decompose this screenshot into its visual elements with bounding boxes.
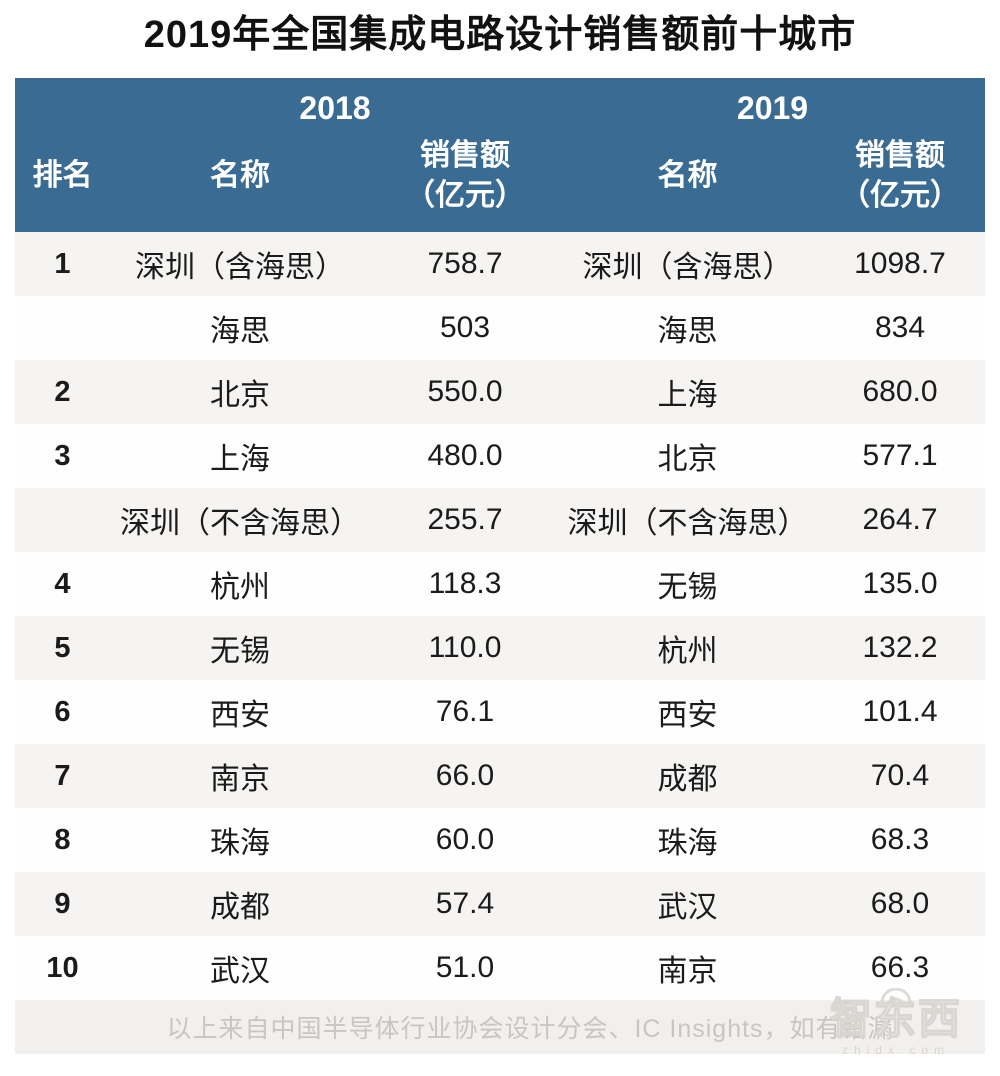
table-body: 1 深圳（含海思） 758.7 深圳（含海思） 1098.7 海思 503 海思 834 2 北京 5…	[15, 232, 985, 1000]
rank-cell	[15, 296, 110, 360]
name-2018-cell: 北京	[110, 360, 370, 424]
sales-2018-cell: 110.0	[370, 616, 560, 680]
source-note: 以上来自中国半导体行业协会设计分会、IC Insights，如有错漏	[166, 1015, 894, 1043]
sales-2019-cell: 834	[815, 296, 985, 360]
sales-2019-cell: 132.2	[815, 616, 985, 680]
sales-2018-column-header: 销售额 （亿元）	[370, 130, 560, 232]
sales-2018-cell: 255.7	[370, 488, 560, 552]
sales-2018-cell: 76.1	[370, 680, 560, 744]
rank-cell: 6	[15, 680, 110, 744]
table-row: 7 南京 66.0 成都 70.4	[15, 744, 985, 808]
sales-2018-cell: 118.3	[370, 552, 560, 616]
name-2019-cell: 海思	[560, 296, 815, 360]
footer-band: 以上来自中国半导体行业协会设计分会、IC Insights，如有错漏 智东西 z…	[15, 988, 985, 1057]
year-2018-header: 2018	[110, 78, 560, 130]
sales-2018-cell: 66.0	[370, 744, 560, 808]
sales-2018-cell: 57.4	[370, 872, 560, 936]
sales-2019-cell: 66.3	[815, 936, 985, 1000]
year-2019-header: 2019	[560, 78, 985, 130]
table-row: 海思 503 海思 834	[15, 296, 985, 360]
name-2019-cell: 上海	[560, 360, 815, 424]
sales-2019-cell: 1098.7	[815, 232, 985, 296]
page-title: 2019年全国集成电路设计销售额前十城市	[143, 14, 857, 56]
name-2018-cell: 杭州	[110, 552, 370, 616]
sales-2018-cell: 60.0	[370, 808, 560, 872]
name-2018-cell: 西安	[110, 680, 370, 744]
sales-2019-cell: 577.1	[815, 424, 985, 488]
sales-2018-cell: 550.0	[370, 360, 560, 424]
rank-cell: 4	[15, 552, 110, 616]
rank-cell: 7	[15, 744, 110, 808]
name-2019-cell: 深圳（不含海思）	[560, 488, 815, 552]
column-header-row: 排名 名称 销售额 （亿元） 名称 销售额 （亿元）	[15, 130, 985, 232]
name-2019-column-header: 名称	[560, 130, 815, 232]
name-2019-cell: 珠海	[560, 808, 815, 872]
table-row: 9 成都 57.4 武汉 68.0	[15, 872, 985, 936]
name-2019-cell: 无锡	[560, 552, 815, 616]
sales-table: 2018 2019 排名 名称 销售额 （亿元） 名称 销售额 （亿元） 1 深圳（含…	[15, 78, 985, 1000]
table-row: 1 深圳（含海思） 758.7 深圳（含海思） 1098.7	[15, 232, 985, 296]
sales-2019-column-header: 销售额 （亿元）	[815, 130, 985, 232]
sales-2019-cell: 101.4	[815, 680, 985, 744]
name-2018-cell: 无锡	[110, 616, 370, 680]
sales-2018-cell: 758.7	[370, 232, 560, 296]
rank-cell: 8	[15, 808, 110, 872]
sales-2018-cell: 51.0	[370, 936, 560, 1000]
table-row: 8 珠海 60.0 珠海 68.3	[15, 808, 985, 872]
sales-2018-cell: 480.0	[370, 424, 560, 488]
name-2018-cell: 深圳（不含海思）	[110, 488, 370, 552]
sales-header-line2: （亿元）	[405, 179, 525, 212]
name-2018-cell: 深圳（含海思）	[110, 232, 370, 296]
name-2019-cell: 西安	[560, 680, 815, 744]
table-row: 10 武汉 51.0 南京 66.3	[15, 936, 985, 1000]
rank-cell: 10	[15, 936, 110, 1000]
rank-column-header: 排名	[15, 130, 110, 232]
name-2019-cell: 深圳（含海思）	[560, 232, 815, 296]
name-2018-cell: 海思	[110, 296, 370, 360]
sales-header-line1: 销售额	[855, 138, 945, 172]
table-row: 4 杭州 118.3 无锡 135.0	[15, 552, 985, 616]
name-2019-cell: 成都	[560, 744, 815, 808]
watermark-domain: zhidx.com	[841, 1043, 951, 1057]
table-row: 5 无锡 110.0 杭州 132.2	[15, 616, 985, 680]
name-2018-cell: 珠海	[110, 808, 370, 872]
name-2019-cell: 北京	[560, 424, 815, 488]
sales-2019-cell: 135.0	[815, 552, 985, 616]
rank-cell: 2	[15, 360, 110, 424]
name-2018-column-header: 名称	[110, 130, 370, 232]
sales-2019-cell: 68.3	[815, 808, 985, 872]
sales-header-line2: （亿元）	[840, 179, 960, 212]
year-header-row: 2018 2019	[15, 78, 985, 130]
name-2018-cell: 成都	[110, 872, 370, 936]
table-container: 2018 2019 排名 名称 销售额 （亿元） 名称 销售额 （亿元） 1 深圳（含…	[15, 78, 985, 1000]
name-2018-cell: 上海	[110, 424, 370, 488]
table-row: 深圳（不含海思） 255.7 深圳（不含海思） 264.7	[15, 488, 985, 552]
rank-cell: 1	[15, 232, 110, 296]
table-row: 2 北京 550.0 上海 680.0	[15, 360, 985, 424]
rank-cell	[15, 488, 110, 552]
rank-cell: 3	[15, 424, 110, 488]
name-2019-cell: 武汉	[560, 872, 815, 936]
table-row: 3 上海 480.0 北京 577.1	[15, 424, 985, 488]
rank-cell: 5	[15, 616, 110, 680]
name-2018-cell: 南京	[110, 744, 370, 808]
rank-header-spacer	[15, 78, 110, 130]
sales-2019-cell: 68.0	[815, 872, 985, 936]
sales-2019-cell: 70.4	[815, 744, 985, 808]
sales-2019-cell: 680.0	[815, 360, 985, 424]
name-2019-cell: 杭州	[560, 616, 815, 680]
table-row: 6 西安 76.1 西安 101.4	[15, 680, 985, 744]
name-2019-cell: 南京	[560, 936, 815, 1000]
sales-header-line1: 销售额	[420, 138, 510, 172]
sales-2018-cell: 503	[370, 296, 560, 360]
name-2018-cell: 武汉	[110, 936, 370, 1000]
sales-2019-cell: 264.7	[815, 488, 985, 552]
table-header: 2018 2019 排名 名称 销售额 （亿元） 名称 销售额 （亿元）	[15, 78, 985, 232]
rank-cell: 9	[15, 872, 110, 936]
